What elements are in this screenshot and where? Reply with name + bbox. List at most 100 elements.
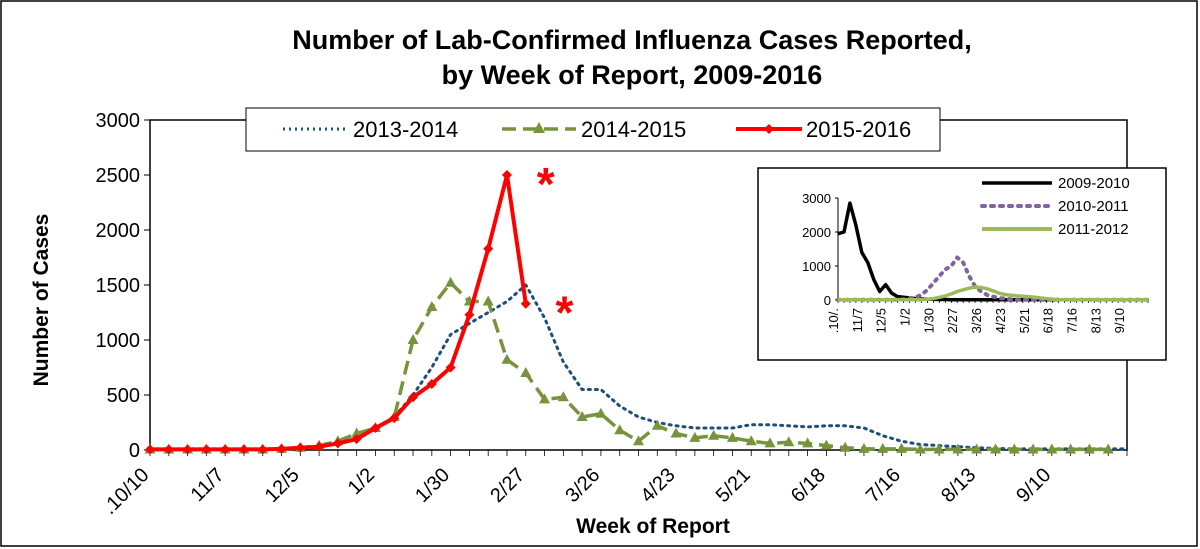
data-point-2014-2015 — [1102, 443, 1114, 454]
data-point-2014-2015 — [1083, 443, 1095, 454]
chart-title-line-1: Number of Lab-Confirmed Influenza Cases … — [292, 25, 972, 55]
data-point-2014-2015 — [670, 427, 682, 438]
inset-series-line-2011-2012 — [838, 285, 1148, 302]
data-point-2015-2016 — [276, 443, 287, 454]
data-point-2014-2015 — [557, 391, 569, 402]
legend: 2013-2014 2014-2015 2015-2016 — [245, 107, 941, 152]
data-point-2014-2015 — [1046, 443, 1058, 454]
data-point-2015-2016 — [408, 392, 419, 403]
inset-x-tick-label: 11/7 — [850, 308, 865, 332]
data-point-2014-2015 — [351, 427, 363, 438]
legend-label-2013-2014: 2013-2014 — [353, 117, 458, 142]
data-point-2014-2015 — [576, 411, 588, 421]
data-point-2014-2015 — [407, 334, 419, 344]
data-point-2014-2015 — [877, 442, 889, 453]
data-point-2015-2016 — [182, 444, 193, 455]
data-point-2014-2015 — [501, 353, 513, 364]
legend-label-2015-2016: 2015-2016 — [806, 117, 911, 142]
inset-x-tick-label: 5/21 — [1017, 308, 1032, 333]
data-point-2015-2016 — [370, 423, 381, 433]
chart-title-line-2: by Week of Report, 2009-2016 — [442, 60, 823, 90]
data-point-2014-2015 — [933, 443, 945, 454]
data-point-2015-2016 — [295, 442, 306, 453]
inset-y-tick-label: 2000 — [802, 225, 831, 240]
x-axis-title: Week of Report — [576, 515, 730, 538]
data-point-2015-2016 — [314, 441, 325, 452]
data-point-2015-2016 — [501, 170, 512, 180]
inset-x-tick-label: 2/27 — [945, 308, 960, 333]
inset-legend-label-2010-2011: 2010-2011 — [1058, 198, 1129, 215]
y-tick-label: 2000 — [96, 220, 141, 242]
data-point-2015-2016 — [426, 379, 437, 389]
data-point-2015-2016 — [145, 444, 155, 455]
data-point-2014-2015 — [971, 443, 983, 454]
inset-x-tick-label: 6/18 — [1041, 308, 1056, 333]
data-point-2014-2015 — [820, 439, 832, 450]
inset-x-tick-label: .10/. — [826, 308, 841, 333]
data-point-2015-2016 — [201, 444, 212, 455]
series-2015-2016 — [145, 170, 531, 455]
data-point-2014-2015 — [989, 443, 1001, 454]
inset-legend-label-2011-2012: 2011-2012 — [1058, 221, 1129, 238]
y-tick-label: 500 — [107, 385, 140, 407]
data-point-2014-2015 — [520, 367, 532, 377]
annotation-asterisk: * — [537, 158, 555, 210]
data-point-2015-2016 — [520, 298, 531, 309]
inset-x-tick-label: 9/10 — [1112, 308, 1127, 333]
data-point-2014-2015 — [802, 437, 814, 448]
data-point-2014-2015 — [539, 393, 551, 404]
inset-y-tick-label: 3000 — [802, 191, 831, 206]
data-point-2014-2015 — [445, 276, 457, 287]
data-point-2015-2016 — [351, 434, 362, 444]
data-point-2015-2016 — [483, 243, 494, 254]
data-point-2014-2015 — [482, 295, 494, 306]
legend-box — [245, 107, 941, 152]
annotation-group: ** — [537, 158, 574, 339]
data-point-2014-2015 — [914, 443, 926, 454]
data-point-2014-2015 — [1065, 443, 1077, 454]
inset-x-tick-label: 1/30 — [921, 308, 936, 333]
data-point-2014-2015 — [689, 431, 701, 442]
data-point-2015-2016 — [163, 444, 174, 455]
data-point-2014-2015 — [839, 441, 851, 452]
inset-legend: 2009-2010 2010-2011 2011-2012 — [980, 175, 1130, 238]
inset-x-tick-label: 8/13 — [1088, 308, 1103, 333]
data-point-2015-2016 — [389, 413, 400, 424]
data-point-2015-2016 — [238, 444, 249, 455]
inset-x-tick-label: 12/5 — [874, 308, 889, 333]
legend-marker-2015-2016 — [764, 124, 774, 134]
data-point-2014-2015 — [952, 443, 964, 454]
y-axis-title: Number of Cases — [30, 214, 53, 387]
inset-chart: 0 1000 2000 3000 .10/. 11/7 12/5 1/2 1/30 2/27 3/… — [757, 167, 1167, 361]
y-tick-label: 3000 — [96, 110, 141, 132]
data-point-2015-2016 — [445, 362, 456, 373]
inset-series-group — [836, 201, 1150, 302]
data-point-2015-2016 — [464, 309, 475, 320]
y-tick-label: 1500 — [96, 275, 141, 297]
inset-y-tick-label: 0 — [824, 293, 831, 308]
inset-x-tick-label: 7/16 — [1064, 308, 1079, 333]
data-point-2014-2015 — [1008, 443, 1020, 454]
annotation-asterisk: * — [556, 287, 574, 339]
data-point-2014-2015 — [633, 435, 644, 446]
y-tick-label: 0 — [129, 440, 140, 462]
data-point-2014-2015 — [1027, 443, 1039, 454]
inset-x-tick-label: 1/2 — [898, 308, 913, 326]
inset-legend-label-2009-2010: 2009-2010 — [1058, 175, 1130, 192]
data-point-2014-2015 — [595, 407, 607, 418]
data-point-2015-2016 — [220, 444, 231, 455]
data-point-2014-2015 — [745, 435, 757, 446]
inset-x-tick-label: 3/26 — [969, 308, 984, 333]
data-point-2014-2015 — [858, 442, 870, 453]
inset-x-tick-label: 4/23 — [993, 308, 1008, 333]
data-point-2015-2016 — [257, 444, 268, 455]
series-group — [144, 170, 1129, 455]
data-point-2014-2015 — [896, 442, 908, 453]
data-point-2014-2015 — [614, 424, 626, 435]
data-point-2014-2015 — [426, 301, 438, 311]
data-point-2014-2015 — [708, 429, 720, 440]
legend-marker-2014-2015 — [533, 122, 545, 133]
y-tick-label: 1000 — [96, 330, 141, 352]
